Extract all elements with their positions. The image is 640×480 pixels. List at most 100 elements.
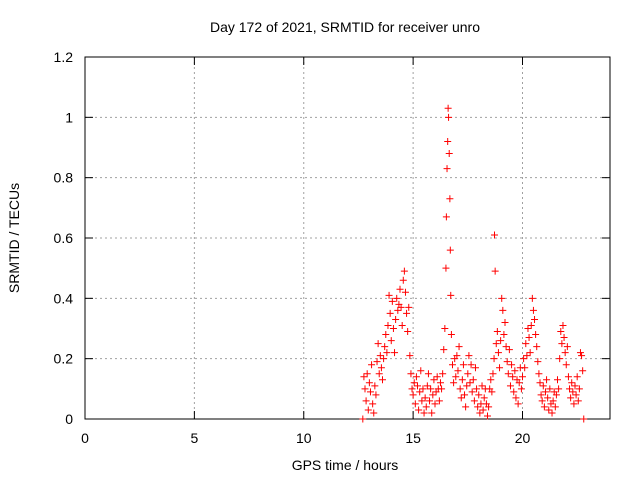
data-point — [393, 294, 401, 302]
data-point — [379, 376, 386, 384]
data-point — [372, 391, 380, 399]
data-point — [419, 385, 427, 393]
data-point — [465, 352, 473, 360]
data-point — [377, 364, 385, 372]
data-point — [468, 388, 476, 396]
data-point — [429, 391, 437, 399]
data-point — [526, 349, 534, 357]
data-point — [554, 376, 561, 384]
data-point — [506, 382, 514, 390]
data-point — [426, 397, 434, 405]
data-point — [536, 379, 544, 387]
grid-lines — [85, 57, 610, 419]
data-point — [521, 364, 529, 372]
data-point — [415, 406, 423, 414]
data-point — [543, 376, 551, 384]
data-point — [499, 306, 507, 314]
data-point — [403, 309, 411, 317]
data-point — [540, 403, 548, 411]
data-point — [519, 373, 526, 381]
data-point — [532, 331, 540, 339]
data-point — [544, 394, 552, 402]
data-point — [493, 328, 501, 336]
data-point — [463, 382, 471, 390]
data-point — [546, 385, 554, 393]
data-point — [509, 373, 517, 381]
data-point — [366, 388, 374, 396]
y-tick-label: 0.8 — [54, 170, 74, 186]
data-point — [471, 364, 479, 372]
data-point — [441, 325, 449, 332]
data-point — [449, 361, 456, 369]
data-point — [447, 331, 455, 339]
data-point — [384, 321, 392, 329]
data-point — [537, 391, 545, 399]
data-point — [512, 394, 520, 402]
data-point — [443, 165, 451, 173]
data-point — [580, 415, 588, 423]
data-point — [566, 385, 574, 393]
data-point — [505, 346, 513, 354]
data-point — [431, 400, 439, 408]
data-point — [376, 352, 384, 360]
data-point — [407, 370, 415, 378]
data-point — [401, 288, 409, 296]
data-point — [409, 391, 417, 399]
data-point — [515, 379, 523, 387]
data-point — [517, 385, 525, 393]
data-point — [365, 379, 373, 387]
data-point — [480, 394, 488, 402]
y-tick-label: 0.2 — [54, 351, 74, 367]
data-point — [433, 373, 441, 381]
data-point — [568, 379, 576, 387]
data-point — [440, 346, 448, 354]
data-point — [397, 303, 405, 311]
data-point — [436, 379, 444, 387]
data-point — [485, 403, 493, 411]
data-points — [359, 104, 588, 423]
data-point — [391, 349, 399, 357]
data-point — [490, 355, 498, 363]
data-point — [399, 276, 407, 284]
data-point — [574, 397, 582, 405]
data-point — [455, 343, 463, 351]
data-point — [534, 358, 542, 366]
data-point — [557, 328, 565, 336]
data-point — [548, 409, 556, 417]
data-point — [410, 379, 418, 387]
data-point — [369, 400, 377, 408]
data-point — [508, 361, 516, 369]
data-point — [522, 340, 530, 348]
data-point — [551, 403, 559, 411]
data-point — [492, 340, 500, 348]
data-point — [453, 352, 461, 360]
data-point — [417, 367, 425, 375]
data-point — [531, 315, 539, 323]
data-point — [422, 403, 430, 411]
data-point — [394, 306, 402, 314]
data-point — [459, 361, 467, 369]
data-point — [363, 370, 371, 378]
data-point — [576, 349, 584, 357]
data-point — [444, 137, 452, 145]
data-point — [371, 382, 379, 390]
data-point — [400, 267, 408, 275]
data-point — [504, 370, 512, 378]
data-point — [464, 370, 472, 378]
data-point — [579, 367, 587, 375]
data-point — [406, 352, 414, 360]
data-point — [452, 373, 460, 381]
data-point — [412, 373, 420, 381]
data-point — [469, 376, 477, 384]
data-point — [552, 391, 560, 399]
axis-ticks: 0 0.2 0.4 0.6 0.8 1 1.2 0 5 10 15 20 — [54, 49, 610, 446]
data-point — [476, 409, 484, 417]
data-point — [444, 104, 452, 112]
data-point — [545, 406, 553, 414]
data-point — [564, 373, 572, 381]
x-tick-label: 10 — [296, 430, 312, 446]
data-point — [498, 294, 506, 302]
data-point — [466, 379, 474, 387]
x-tick-label: 5 — [190, 430, 198, 446]
data-point — [359, 415, 367, 423]
